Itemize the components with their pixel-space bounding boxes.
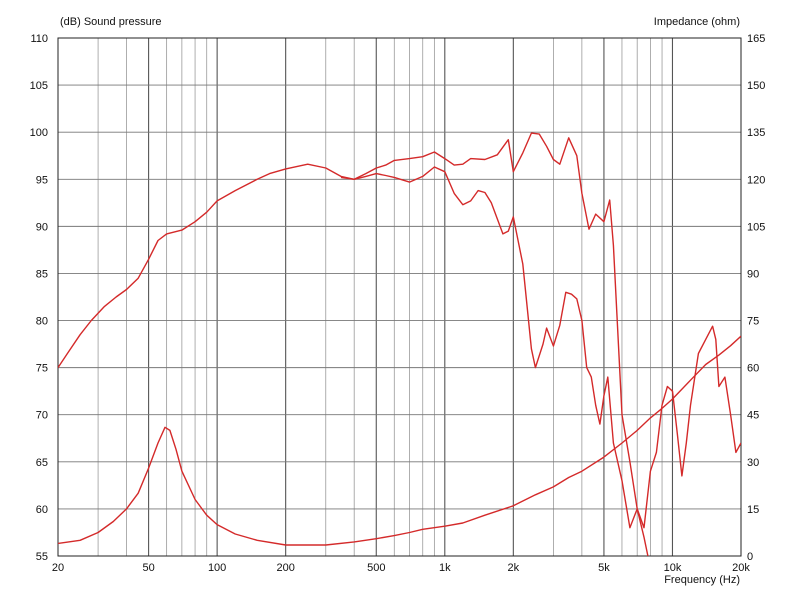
y-right-tick-label: 135 [747,127,765,139]
y-left-tick-label: 70 [36,410,48,422]
x-tick-label: 10k [664,562,682,574]
plot-frame [57,37,742,557]
x-tick-label: 20 [52,562,64,574]
x-tick-label: 200 [276,562,294,574]
series-layer [58,132,741,556]
y-right-tick-label: 30 [747,457,759,469]
spl-off-axis-series-line [340,166,649,556]
y-right-tick-label: 15 [747,504,759,516]
x-tick-label: 500 [367,562,385,574]
y-left-tick-label: 80 [36,316,48,328]
right-axis-title: Impedance (ohm) [654,16,740,28]
impedance-series-line [58,335,741,546]
left-axis-title: (dB) Sound pressure [60,16,162,28]
y-right-tick-label: 75 [747,316,759,328]
y-left-tick-label: 85 [36,268,48,280]
x-tick-label: 2k [508,562,520,574]
x-axis-title: Frequency (Hz) [664,574,740,586]
y-right-tick-label: 0 [747,551,753,563]
y-left-tick-label: 55 [36,551,48,563]
y-right-tick-label: 45 [747,410,759,422]
y-right-tick-label: 120 [747,174,765,186]
y-left-tick-label: 110 [30,33,48,45]
grid [58,38,741,556]
y-left-tick-label: 75 [36,363,48,375]
y-left-tick-label: 100 [30,127,48,139]
y-right-tick-label: 105 [747,221,765,233]
y-left-tick-label: 95 [36,174,48,186]
y-left-tick-label: 65 [36,457,48,469]
spl-on-axis-series-line [58,132,741,529]
y-left-tick-label: 60 [36,504,48,516]
x-tick-label: 1k [439,562,451,574]
y-right-tick-label: 60 [747,363,759,375]
y-left-tick-label: 105 [30,80,48,92]
y-left-tick-label: 90 [36,221,48,233]
x-tick-label: 50 [142,562,154,574]
y-right-tick-label: 150 [747,80,765,92]
tick-labels: 55 60 65 70 75 80 85 90 95 100 105 110 0 15 30 45 60 75 90… [30,33,766,574]
x-tick-label: 100 [208,562,226,574]
y-right-tick-label: 90 [747,268,759,280]
x-tick-label: 20k [732,562,750,574]
x-tick-label: 5k [598,562,610,574]
y-right-tick-label: 165 [747,33,765,45]
